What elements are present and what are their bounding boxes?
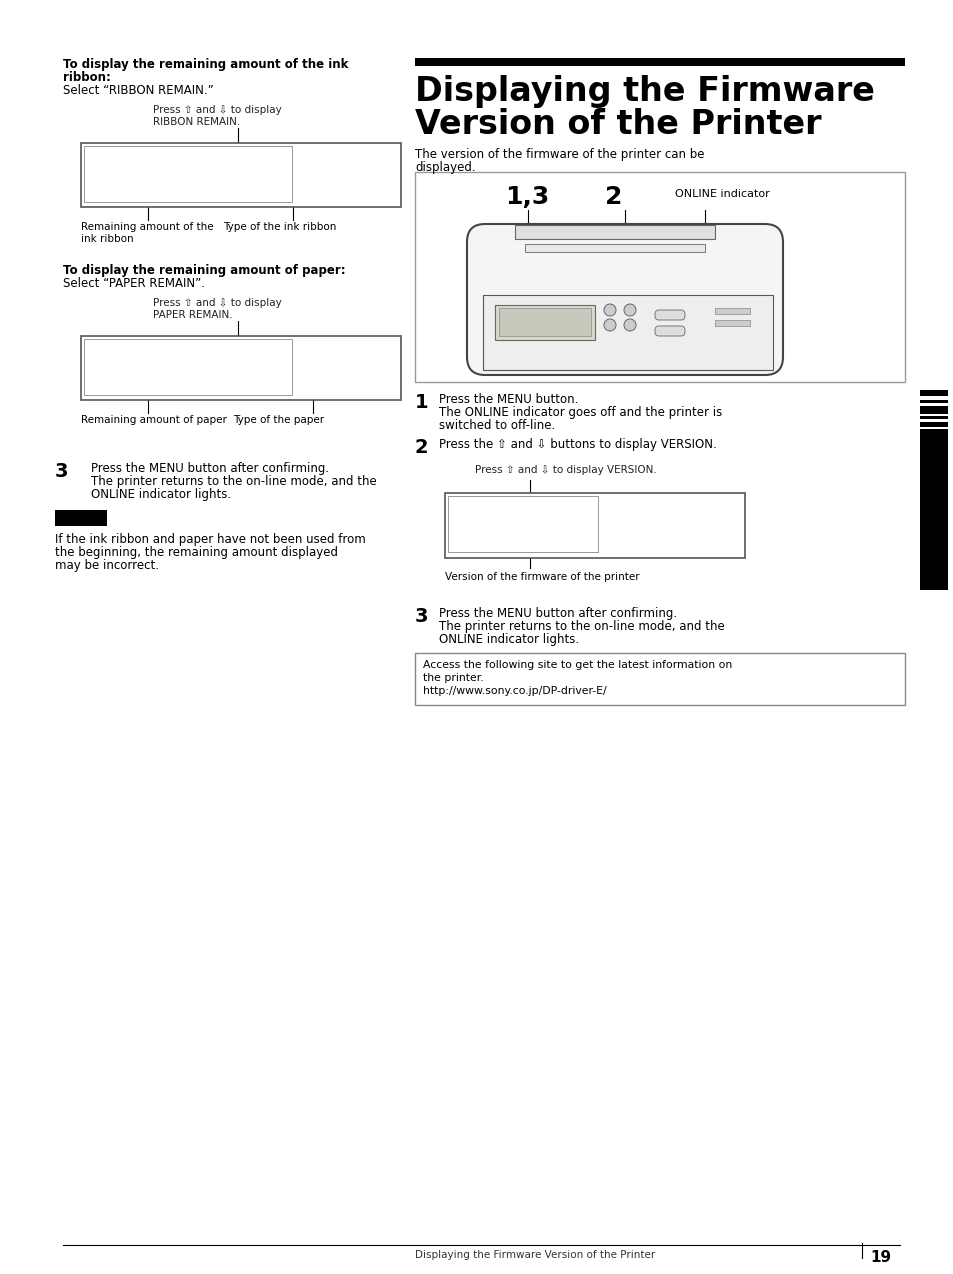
Text: RIBBON REMAIN.: RIBBON REMAIN. [152, 117, 240, 127]
Text: Type of the ink ribbon: Type of the ink ribbon [223, 222, 336, 232]
Text: Press ⇧ and ⇩ to display: Press ⇧ and ⇩ to display [152, 298, 281, 308]
Text: Remaining amount of the: Remaining amount of the [81, 222, 213, 232]
Text: may be incorrect.: may be incorrect. [55, 559, 159, 572]
Text: PAPER  REMAIN: PAPER REMAIN [89, 345, 208, 361]
Text: Press the ⇧ and ⇩ buttons to display VERSION.: Press the ⇧ and ⇩ buttons to display VER… [438, 438, 716, 451]
Text: Operation: Operation [928, 485, 938, 534]
Text: [105]    UPC-R57A: [105] UPC-R57A [89, 363, 244, 378]
Bar [84, 147, 292, 203]
Bar [919, 422, 947, 427]
Text: 2: 2 [415, 438, 428, 457]
Text: Access the following site to get the latest information on: Access the following site to get the lat… [422, 660, 732, 670]
Text: 1,3: 1,3 [504, 185, 549, 209]
Text: switched to off-line.: switched to off-line. [438, 419, 555, 432]
Bar [919, 390, 947, 396]
Circle shape [623, 304, 636, 316]
Bar [919, 431, 947, 590]
Bar [919, 434, 947, 442]
Text: If the ink ribbon and paper have not been used from: If the ink ribbon and paper have not bee… [55, 533, 365, 547]
Bar [919, 417, 947, 419]
Text: http://www.sony.co.jp/DP-driver-E/: http://www.sony.co.jp/DP-driver-E/ [422, 685, 606, 696]
Text: ONLINE indicator lights.: ONLINE indicator lights. [91, 488, 231, 501]
Text: 1: 1 [415, 392, 428, 412]
FancyBboxPatch shape [467, 224, 782, 375]
Circle shape [603, 318, 616, 331]
Text: Select “PAPER REMAIN”.: Select “PAPER REMAIN”. [63, 276, 205, 290]
Circle shape [603, 304, 616, 316]
Bar [55, 510, 107, 526]
Bar [444, 493, 744, 558]
FancyBboxPatch shape [655, 326, 684, 336]
Text: Displaying the Firmware Version of the Printer: Displaying the Firmware Version of the P… [415, 1250, 655, 1260]
Bar [482, 296, 772, 369]
Text: 3: 3 [55, 462, 69, 482]
Text: Type of the paper: Type of the paper [233, 415, 324, 426]
Circle shape [623, 318, 636, 331]
Text: VERSION: VERSION [453, 502, 529, 520]
Text: Note: Note [61, 512, 91, 522]
Text: The printer returns to the on-line mode, and the: The printer returns to the on-line mode,… [438, 620, 724, 633]
Bar [524, 245, 704, 252]
Text: [100]    UPC-R57A: [100] UPC-R57A [89, 169, 244, 185]
Text: ink ribbon: ink ribbon [81, 234, 133, 245]
Text: RIBBON REMAIN: RIBBON REMAIN [89, 152, 208, 167]
Text: Press the MENU button after confirming.: Press the MENU button after confirming. [91, 462, 329, 475]
FancyBboxPatch shape [655, 310, 684, 320]
Text: ONLINE indicator lights.: ONLINE indicator lights. [438, 633, 578, 646]
Text: The version of the firmware of the printer can be: The version of the firmware of the print… [415, 148, 703, 161]
Text: Displaying the Firmware: Displaying the Firmware [415, 75, 874, 108]
Text: the printer.: the printer. [422, 673, 483, 683]
Bar [448, 496, 598, 552]
Bar [515, 225, 714, 240]
Text: Version of the firmware of the printer: Version of the firmware of the printer [444, 572, 639, 582]
Text: 2: 2 [604, 185, 621, 209]
Text: The ONLINE indicator goes off and the printer is: The ONLINE indicator goes off and the pr… [438, 406, 721, 419]
Text: Press the MENU button.: Press the MENU button. [438, 392, 578, 406]
Bar [84, 339, 292, 395]
Bar [81, 143, 400, 206]
Text: Press the MENU button after confirming.: Press the MENU button after confirming. [438, 606, 677, 620]
Bar [919, 400, 947, 403]
Bar [714, 308, 749, 313]
Bar [415, 654, 904, 705]
Text: [2.01]: [2.01] [453, 520, 517, 538]
Text: PAPER REMAIN.: PAPER REMAIN. [152, 310, 233, 320]
Text: Press ⇧ and ⇩ to display: Press ⇧ and ⇩ to display [152, 104, 281, 115]
Text: 19: 19 [869, 1250, 890, 1265]
Bar [919, 406, 947, 414]
Text: To display the remaining amount of the ink: To display the remaining amount of the i… [63, 59, 348, 71]
Text: the beginning, the remaining amount displayed: the beginning, the remaining amount disp… [55, 547, 337, 559]
Text: To display the remaining amount of paper:: To display the remaining amount of paper… [63, 264, 345, 276]
Text: ONLINE indicator: ONLINE indicator [675, 189, 769, 199]
Text: 3: 3 [415, 606, 428, 626]
Text: displayed.: displayed. [415, 161, 476, 175]
Bar [919, 429, 947, 432]
Text: The printer returns to the on-line mode, and the: The printer returns to the on-line mode,… [91, 475, 376, 488]
Bar [81, 336, 400, 400]
Text: ribbon:: ribbon: [63, 71, 111, 84]
Bar [495, 304, 595, 340]
Bar [415, 172, 904, 382]
Bar [415, 59, 904, 66]
Text: Remaining amount of paper: Remaining amount of paper [81, 415, 227, 426]
Text: Press ⇧ and ⇩ to display VERSION.: Press ⇧ and ⇩ to display VERSION. [475, 465, 656, 475]
Text: Version of the Printer: Version of the Printer [415, 108, 821, 141]
Bar [498, 308, 590, 336]
Bar [714, 320, 749, 326]
Text: Select “RIBBON REMAIN.”: Select “RIBBON REMAIN.” [63, 84, 213, 97]
